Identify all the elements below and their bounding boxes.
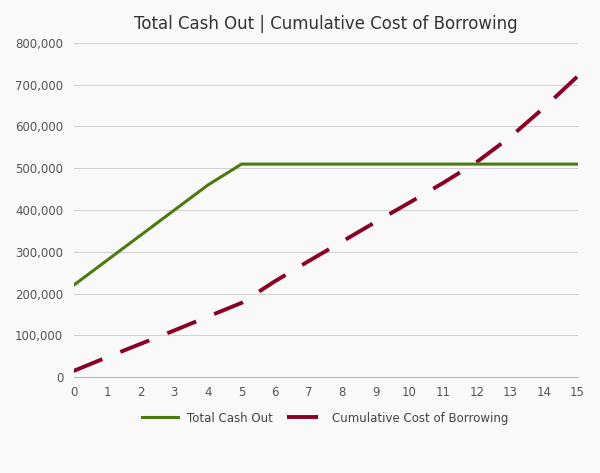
- Total Cash Out: [70, 282, 77, 288]
- Total Cash Out: [440, 161, 447, 167]
- Cumulative Cost of Borrowing: [440, 180, 447, 186]
- Cumulative Cost of Borrowing: [373, 219, 380, 225]
- Cumulative Cost of Borrowing: [70, 368, 77, 374]
- Cumulative Cost of Borrowing: [104, 354, 111, 360]
- Total Cash Out: [205, 182, 212, 188]
- Cumulative Cost of Borrowing: [541, 105, 548, 111]
- Cumulative Cost of Borrowing: [171, 328, 178, 333]
- Cumulative Cost of Borrowing: [238, 300, 245, 306]
- Cumulative Cost of Borrowing: [137, 341, 145, 347]
- Total Cash Out: [137, 232, 145, 238]
- Total Cash Out: [238, 161, 245, 167]
- Line: Cumulative Cost of Borrowing: Cumulative Cost of Borrowing: [74, 76, 578, 371]
- Total Cash Out: [171, 207, 178, 213]
- Total Cash Out: [305, 161, 313, 167]
- Total Cash Out: [541, 161, 548, 167]
- Cumulative Cost of Borrowing: [339, 238, 346, 244]
- Cumulative Cost of Borrowing: [305, 258, 313, 264]
- Total Cash Out: [272, 161, 279, 167]
- Cumulative Cost of Borrowing: [205, 314, 212, 319]
- Cumulative Cost of Borrowing: [574, 73, 581, 79]
- Cumulative Cost of Borrowing: [406, 200, 413, 205]
- Total Cash Out: [339, 161, 346, 167]
- Cumulative Cost of Borrowing: [507, 134, 514, 140]
- Legend: Total Cash Out, Cumulative Cost of Borrowing: Total Cash Out, Cumulative Cost of Borro…: [142, 412, 509, 425]
- Title: Total Cash Out | Cumulative Cost of Borrowing: Total Cash Out | Cumulative Cost of Borr…: [134, 15, 517, 33]
- Cumulative Cost of Borrowing: [272, 278, 279, 284]
- Total Cash Out: [406, 161, 413, 167]
- Total Cash Out: [574, 161, 581, 167]
- Line: Total Cash Out: Total Cash Out: [74, 164, 578, 285]
- Total Cash Out: [473, 161, 481, 167]
- Cumulative Cost of Borrowing: [473, 159, 481, 165]
- Total Cash Out: [507, 161, 514, 167]
- Total Cash Out: [104, 257, 111, 263]
- Total Cash Out: [373, 161, 380, 167]
